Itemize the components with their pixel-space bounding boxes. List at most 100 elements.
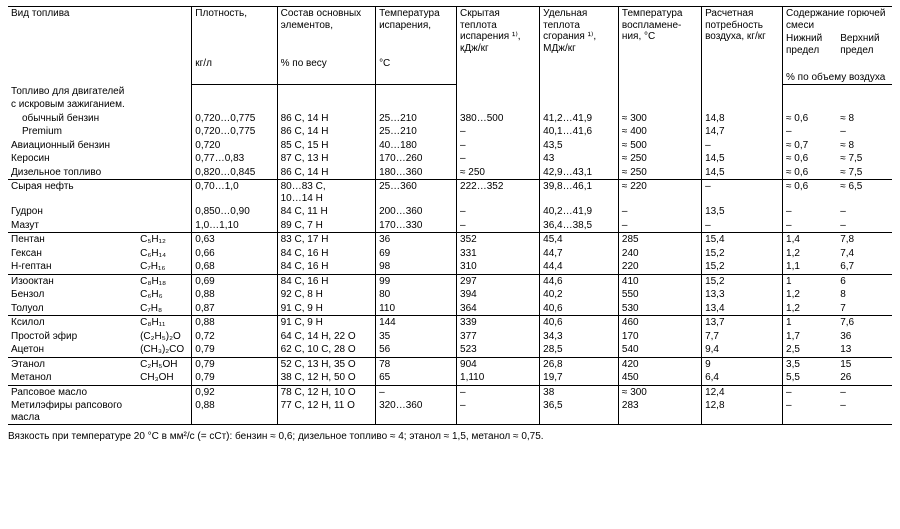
cell: 44,6 bbox=[540, 274, 619, 288]
cell bbox=[783, 85, 838, 99]
col-ignition-temp: Температура воспламене-ния, °C bbox=[618, 7, 701, 85]
cell: 12,4 bbox=[702, 385, 783, 399]
cell: 364 bbox=[457, 302, 540, 316]
cell: 40,2 bbox=[540, 288, 619, 302]
cell: 39,8…46,1 bbox=[540, 180, 619, 206]
cell: 14,8 bbox=[702, 112, 783, 126]
unit-composition: % по весу bbox=[277, 57, 375, 71]
cell: 15,2 bbox=[702, 260, 783, 274]
fuel-formula bbox=[137, 98, 192, 112]
cell: 180…360 bbox=[376, 166, 457, 180]
table-row: ГексанC₆H₁₄0,6684 C, 16 H6933144,724015,… bbox=[8, 247, 892, 261]
cell: 19,7 bbox=[540, 371, 619, 385]
cell: 0,88 bbox=[192, 288, 277, 302]
cell: ≈ 0,6 bbox=[783, 112, 838, 126]
cell: 1,7 bbox=[783, 330, 838, 344]
fuel-formula: C₂H₅OH bbox=[137, 357, 192, 371]
cell: 0,850…0,90 bbox=[192, 205, 277, 219]
fuel-name: Мазут bbox=[8, 219, 137, 233]
cell: 200…360 bbox=[376, 205, 457, 219]
cell: 0,66 bbox=[192, 247, 277, 261]
cell: 410 bbox=[618, 274, 701, 288]
cell: 43 bbox=[540, 152, 619, 166]
cell: 1 bbox=[783, 316, 838, 330]
cell: 170 bbox=[618, 330, 701, 344]
col-lower-limit: Нижний предел bbox=[783, 32, 838, 57]
table-body: Топливо для двигателейс искровым зажиган… bbox=[8, 85, 892, 425]
cell: 450 bbox=[618, 371, 701, 385]
cell: ≈ 7,5 bbox=[837, 152, 892, 166]
cell: – bbox=[618, 219, 701, 233]
cell: 310 bbox=[457, 260, 540, 274]
fuel-formula bbox=[137, 385, 192, 399]
cell: 99 bbox=[376, 274, 457, 288]
table-header: Вид топлива Плотность, Состав основных э… bbox=[8, 7, 892, 85]
cell: ≈ 220 bbox=[618, 180, 701, 206]
cell: – bbox=[837, 399, 892, 425]
cell: 83 C, 17 H bbox=[277, 233, 375, 247]
cell: 110 bbox=[376, 302, 457, 316]
fuel-name: Дизельное топливо bbox=[8, 166, 137, 180]
cell: – bbox=[783, 219, 838, 233]
cell: 62 C, 10 C, 28 O bbox=[277, 343, 375, 357]
cell: 13,7 bbox=[702, 316, 783, 330]
fuel-formula: C₇H₁₆ bbox=[137, 260, 192, 274]
cell: 15,4 bbox=[702, 233, 783, 247]
fuel-formula: C₆H₆ bbox=[137, 288, 192, 302]
cell: 170…260 bbox=[376, 152, 457, 166]
fuel-formula: (CH₃)₂CO bbox=[137, 343, 192, 357]
cell: – bbox=[783, 385, 838, 399]
cell: – bbox=[618, 205, 701, 219]
table-row: БензолC₆H₆0,8892 C, 8 H8039440,255013,31… bbox=[8, 288, 892, 302]
cell: – bbox=[837, 385, 892, 399]
cell: 26,8 bbox=[540, 357, 619, 371]
cell: 540 bbox=[618, 343, 701, 357]
fuel-name: Метанол bbox=[8, 371, 137, 385]
cell: 285 bbox=[618, 233, 701, 247]
col-flammable-mix: Содержание горючей смеси bbox=[783, 7, 892, 33]
col-density: Плотность, bbox=[192, 7, 277, 33]
cell: 3,5 bbox=[783, 357, 838, 371]
cell: 64 C, 14 H, 22 O bbox=[277, 330, 375, 344]
cell: – bbox=[837, 125, 892, 139]
cell: 7,7 bbox=[702, 330, 783, 344]
cell: 0,720…0,775 bbox=[192, 112, 277, 126]
cell: 6 bbox=[837, 274, 892, 288]
fuel-formula: C₅H₁₂ bbox=[137, 233, 192, 247]
fuel-formula bbox=[137, 205, 192, 219]
cell: 550 bbox=[618, 288, 701, 302]
col-air-demand: Расчетная потребность воздуха, кг/кг bbox=[702, 7, 783, 85]
fuel-formula: (C₂H₅)₂O bbox=[137, 330, 192, 344]
cell: ≈ 0,6 bbox=[783, 180, 838, 206]
cell: 40…180 bbox=[376, 139, 457, 153]
fuel-name: Пентан bbox=[8, 233, 137, 247]
cell: 331 bbox=[457, 247, 540, 261]
table-row: ТолуолC₇H₈0,8791 C, 9 H11036440,653013,4… bbox=[8, 302, 892, 316]
cell: 36 bbox=[376, 233, 457, 247]
cell bbox=[277, 85, 375, 99]
cell: 0,70…1,0 bbox=[192, 180, 277, 206]
fuel-name: с искровым зажиганием. bbox=[8, 98, 137, 112]
cell: – bbox=[457, 139, 540, 153]
cell: 380…500 bbox=[457, 112, 540, 126]
fuel-name: Этанол bbox=[8, 357, 137, 371]
fuel-name: Гексан bbox=[8, 247, 137, 261]
fuel-name: Сырая нефть bbox=[8, 180, 137, 206]
cell: 460 bbox=[618, 316, 701, 330]
fuel-formula bbox=[137, 85, 192, 99]
cell: 170…330 bbox=[376, 219, 457, 233]
fuel-name: Рапсовое масло bbox=[8, 385, 137, 399]
cell: 0,88 bbox=[192, 316, 277, 330]
cell: 1,1 bbox=[783, 260, 838, 274]
cell: ≈ 250 bbox=[618, 166, 701, 180]
cell: ≈ 0,6 bbox=[783, 152, 838, 166]
cell: – bbox=[837, 205, 892, 219]
table-row: Ацетон(CH₃)₂CO0,7962 C, 10 C, 28 O565232… bbox=[8, 343, 892, 357]
cell: 7,6 bbox=[837, 316, 892, 330]
cell: 45,4 bbox=[540, 233, 619, 247]
cell: – bbox=[457, 399, 540, 425]
cell: 43,5 bbox=[540, 139, 619, 153]
cell: 35 bbox=[376, 330, 457, 344]
cell: 28,5 bbox=[540, 343, 619, 357]
cell: 15,2 bbox=[702, 247, 783, 261]
